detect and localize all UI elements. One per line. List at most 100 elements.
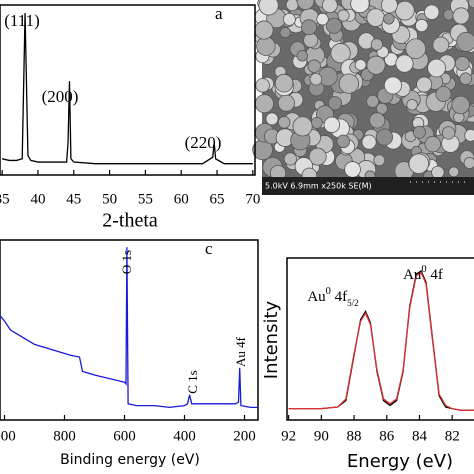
grain (279, 26, 291, 39)
annotation: Au 4f (233, 336, 248, 367)
grain (380, 0, 398, 14)
grain (383, 13, 395, 25)
data-line (0, 247, 258, 409)
grain (265, 112, 279, 126)
grain (383, 76, 402, 95)
grain (330, 43, 351, 64)
grain (424, 4, 440, 20)
x-tick-label: 60 (174, 191, 189, 207)
annotation-part: 5/2 (347, 298, 359, 308)
annotation-part: 0 (326, 286, 331, 297)
panel-label: c (205, 239, 213, 258)
grain (370, 38, 384, 51)
grain (448, 166, 460, 178)
grain (277, 94, 295, 112)
grain (395, 54, 414, 73)
annotation-part: 4f (331, 289, 347, 305)
x-tick-label: 92 (281, 428, 296, 444)
sem-caption: 5.0kV 6.9mm x250k SE(M) (265, 182, 372, 191)
x-axis-label: 2-theta (102, 210, 158, 232)
annotation: C 1s (185, 370, 200, 393)
grain (366, 94, 380, 108)
grain (308, 147, 327, 166)
grain (292, 116, 313, 137)
grain (369, 112, 386, 129)
data-line (288, 271, 474, 411)
grain (361, 134, 377, 150)
sem-grains (252, 0, 474, 184)
grain (254, 20, 274, 40)
plot-frame (0, 239, 259, 421)
annotation-part: 0 (421, 264, 426, 275)
grain (255, 78, 270, 93)
grain (337, 9, 350, 22)
plot-frame (0, 4, 256, 176)
grain (323, 116, 341, 133)
grain (431, 165, 445, 180)
grain (338, 73, 360, 94)
grain (432, 36, 450, 54)
sem-info-bar (262, 177, 474, 195)
annotation-part: 4f (427, 267, 443, 283)
data-line (2, 13, 253, 165)
grain (405, 38, 427, 60)
plot-frame (286, 257, 474, 421)
grain (427, 58, 446, 78)
grain (296, 0, 315, 11)
grain (406, 99, 418, 111)
x-tick-label: 50 (102, 191, 117, 207)
grain (321, 0, 338, 14)
x-tick-label: 400 (173, 428, 196, 444)
grain (274, 73, 294, 93)
grain (435, 85, 452, 102)
grain (454, 56, 470, 71)
grain (456, 31, 474, 52)
grain (350, 0, 370, 14)
x-tick-label: 000 (0, 428, 16, 444)
grain (408, 153, 429, 174)
x-tick-label: 65 (210, 191, 225, 207)
grain (277, 116, 291, 129)
grain (283, 152, 297, 166)
grain (366, 55, 386, 75)
grain (424, 135, 441, 153)
x-tick-label: 86 (379, 428, 395, 444)
grain (375, 128, 394, 146)
x-axis-label: Binding energy (eV) (60, 452, 200, 468)
annotation: Au0 4f5/2 (307, 286, 358, 308)
grain (452, 7, 470, 25)
x-tick-label: 600 (113, 428, 136, 444)
annotation: O 1s (119, 250, 134, 274)
grain (415, 18, 429, 33)
grain (459, 72, 472, 85)
grain (463, 157, 474, 169)
x-tick-label: 200 (233, 428, 256, 444)
annotation: Au0 4f (403, 264, 443, 283)
grain (451, 95, 470, 115)
grain (316, 12, 329, 26)
x-tick-label: 40 (30, 191, 45, 207)
grain (282, 12, 296, 26)
grain (373, 154, 386, 167)
x-tick-label: 88 (347, 428, 362, 444)
grain (354, 59, 367, 71)
grain (310, 116, 323, 129)
x-tick-label: 70 (245, 191, 260, 207)
data-line (288, 269, 474, 411)
grain (256, 36, 276, 56)
panel-label: a (215, 4, 223, 23)
annotation-part: Au (403, 267, 422, 283)
x-tick-label: 84 (412, 428, 428, 444)
x-tick-label: 55 (138, 191, 153, 207)
x-tick-label: 45 (66, 191, 81, 207)
x-tick-label: 82 (445, 428, 460, 444)
grain (309, 72, 323, 86)
grain (307, 59, 321, 73)
x-tick-label: 35 (0, 191, 10, 207)
grain (285, 0, 299, 12)
grain (441, 126, 456, 140)
x-axis-label: Energy (eV) (347, 451, 453, 472)
x-tick-label: 90 (314, 428, 329, 444)
grain (296, 50, 308, 62)
